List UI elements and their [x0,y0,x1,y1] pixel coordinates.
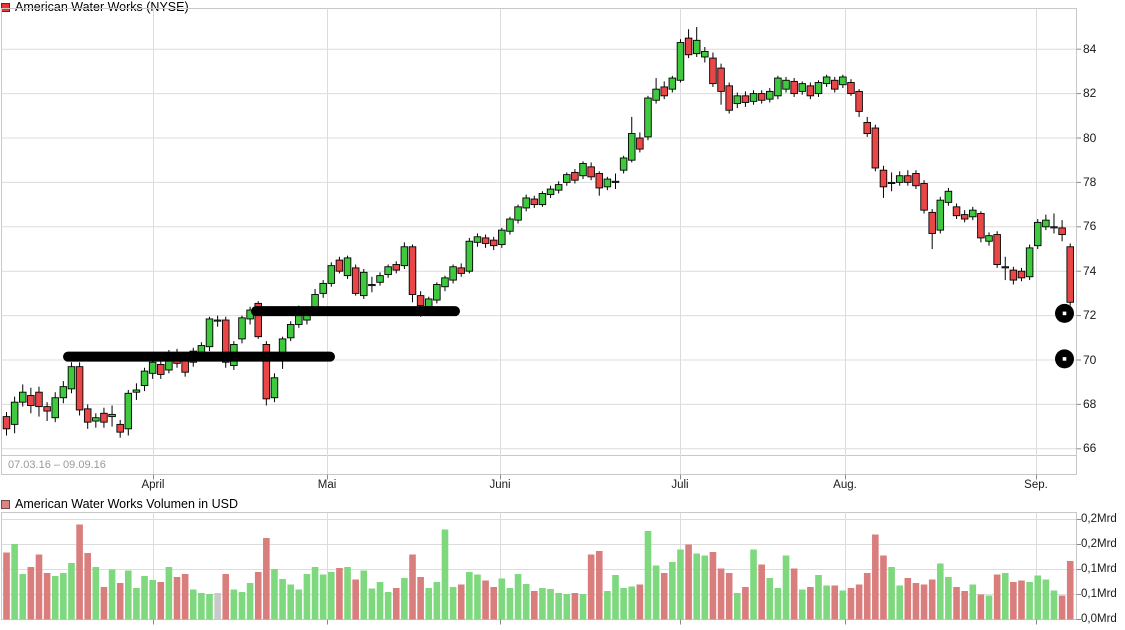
volume-color-swatch-icon [1,499,10,509]
volume-axis-label: 0,1Mrd [1081,563,1117,575]
volume-axis-label: 0,2Mrd [1081,513,1117,525]
series-color-swatch-icon [1,2,10,12]
date-range-label: 07.03.16 – 09.09.16 [8,459,106,471]
chart-title: American Water Works (NYSE) [15,0,189,14]
month-gridlines [153,8,1037,625]
panel-frames [1,8,1077,620]
price-axis-label: 84 [1083,41,1097,56]
volume-chart-title: American Water Works Volumen in USD [15,497,238,511]
volume-gridlines [1,519,1077,595]
volume-axis-label: 0,0Mrd [1081,613,1117,625]
price-axis-label: 66 [1083,441,1097,456]
month-axis-label: Sep. [1024,479,1048,491]
price-alert-marker-1[interactable] [1055,303,1074,323]
month-axis-label: Aug. [833,479,857,491]
price-axis-label: 72 [1083,308,1097,323]
main-chart-legend: American Water Works (NYSE) [1,1,189,13]
month-axis-label: April [141,479,165,491]
month-axis-label: Juni [489,479,511,491]
volume-series [3,524,1074,620]
price-gridlines [1,48,1077,450]
price-axis-label: 82 [1083,86,1097,101]
price-alert-marker-2[interactable] [1055,349,1074,369]
volume-axis-label: 0,2Mrd [1081,538,1117,550]
price-axis-label: 78 [1083,174,1097,189]
candlestick-series [2,27,1074,438]
price-axis-ticks [1076,48,1081,620]
price-axis-label: 68 [1083,396,1097,411]
month-axis-label: Mai [317,479,337,491]
price-axis-label: 70 [1083,352,1097,367]
price-axis-label: 80 [1083,130,1097,145]
volume-chart-legend: American Water Works Volumen in USD [1,498,238,510]
price-axis-label: 76 [1083,219,1097,234]
month-axis-label: Juli [671,479,689,491]
volume-axis-label: 0,1Mrd [1081,588,1117,600]
price-axis-label: 74 [1083,263,1097,278]
